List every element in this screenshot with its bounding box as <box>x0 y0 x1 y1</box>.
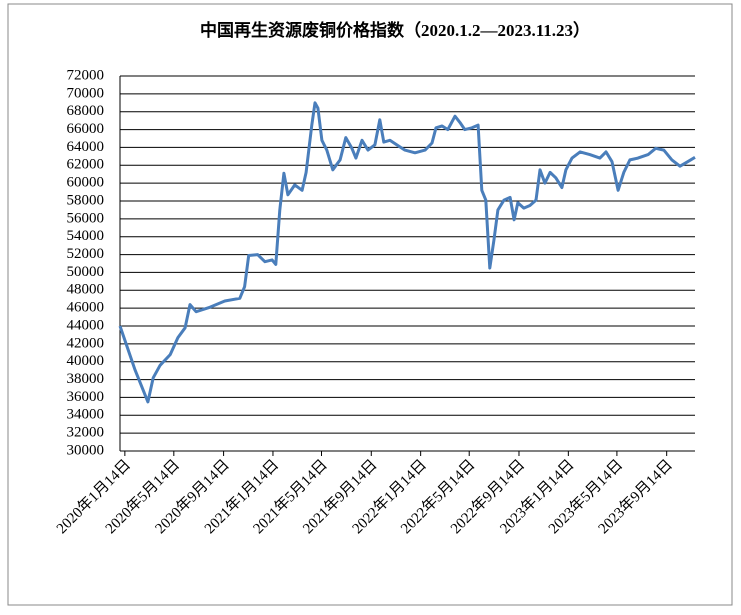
y-tick-label: 42000 <box>67 335 105 351</box>
y-tick-label: 32000 <box>67 425 105 441</box>
y-tick-label: 34000 <box>67 407 105 423</box>
y-tick-label: 56000 <box>67 210 105 226</box>
y-tick-label: 62000 <box>67 157 105 173</box>
y-tick-label: 68000 <box>67 103 105 119</box>
y-tick-label: 48000 <box>67 282 105 298</box>
y-tick-label: 66000 <box>67 121 105 137</box>
data-line <box>118 101 696 404</box>
y-tick-label: 58000 <box>67 192 105 208</box>
y-tick-label: 36000 <box>67 389 105 405</box>
y-tick-label: 38000 <box>67 371 105 387</box>
y-tick-label: 46000 <box>67 300 105 316</box>
y-tick-label: 44000 <box>67 317 105 333</box>
y-tick-label: 64000 <box>67 139 105 155</box>
chart-title: 中国再生资源废铜价格指数（2020.1.2—2023.11.23） <box>200 20 590 40</box>
y-tick-label: 50000 <box>67 264 105 280</box>
y-tick-label: 70000 <box>67 85 105 101</box>
y-tick-label: 52000 <box>67 246 105 262</box>
chart-frame <box>7 3 733 606</box>
y-tick-label: 72000 <box>67 67 105 83</box>
y-tick-label: 54000 <box>67 228 105 244</box>
y-tick-label: 40000 <box>67 353 105 369</box>
y-tick-label: 60000 <box>67 175 105 191</box>
y-tick-label: 30000 <box>67 442 105 458</box>
